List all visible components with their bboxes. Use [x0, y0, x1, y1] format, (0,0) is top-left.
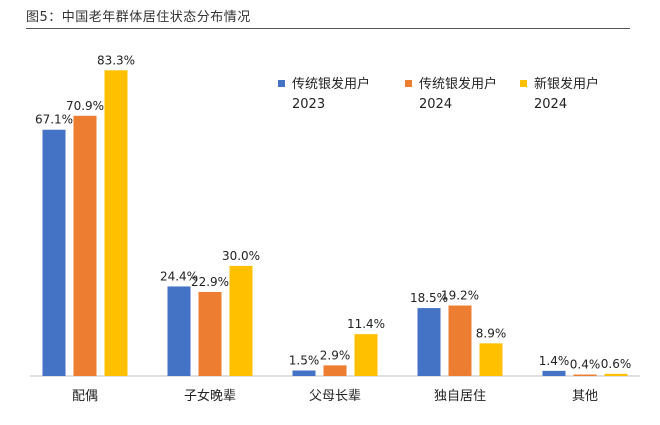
category-label-子女晚辈: 子女晚辈 — [184, 388, 236, 404]
legend-swatch-新银发用户2024 — [520, 80, 527, 87]
data-label-配偶-新银发用户2024: 83.3% — [97, 53, 135, 67]
bar-父母长辈-新银发用户2024 — [354, 334, 378, 376]
category-label-独自居住: 独自居住 — [434, 389, 486, 404]
data-label-独自居住-新银发用户2024: 8.9% — [476, 326, 507, 340]
legend-swatch-传统银发用户2024 — [405, 80, 412, 87]
data-label-子女晚辈-传统银发用户2024: 22.9% — [191, 275, 229, 289]
category-label-配偶: 配偶 — [72, 389, 98, 404]
data-label-父母长辈-传统银发用户2024: 2.9% — [320, 348, 351, 362]
legend-text-新银发用户2024-1: 2024 — [534, 97, 567, 112]
data-label-配偶-传统银发用户2024: 70.9% — [66, 99, 104, 113]
legend-swatch-传统银发用户2023 — [278, 80, 285, 87]
bar-独自居住-传统银发用户2024 — [448, 305, 472, 376]
bar-配偶-传统银发用户2023 — [42, 129, 66, 376]
data-label-父母长辈-新银发用户2024: 11.4% — [347, 317, 385, 331]
data-label-独自居住-传统银发用户2023: 18.5% — [410, 291, 448, 305]
data-label-父母长辈-传统银发用户2023: 1.5% — [289, 353, 320, 367]
bar-子女晚辈-传统银发用户2023 — [167, 286, 191, 376]
legend-text-传统银发用户2024-1: 2024 — [419, 97, 452, 112]
bar-其他-新银发用户2024 — [604, 373, 628, 376]
title-divider — [26, 28, 630, 29]
bar-其他-传统银发用户2023 — [542, 370, 566, 376]
bar-其他-传统银发用户2024 — [573, 374, 597, 376]
bar-父母长辈-传统银发用户2023 — [292, 370, 316, 376]
bar-配偶-传统银发用户2024 — [73, 115, 97, 376]
data-label-其他-传统银发用户2023: 1.4% — [539, 354, 570, 368]
legend-text-传统银发用户2024-0: 传统银发用户 — [419, 76, 497, 92]
bar-子女晚辈-新银发用户2024 — [229, 265, 253, 376]
data-label-子女晚辈-传统银发用户2023: 24.4% — [160, 269, 198, 283]
data-label-子女晚辈-新银发用户2024: 30.0% — [222, 249, 260, 263]
bar-独自居住-传统银发用户2023 — [417, 308, 441, 376]
figure-title: 图5：中国老年群体居住状态分布情况 — [26, 10, 251, 25]
data-label-其他-传统银发用户2024: 0.4% — [570, 358, 601, 372]
category-label-其他: 其他 — [572, 389, 598, 404]
data-label-独自居住-传统银发用户2024: 19.2% — [441, 289, 479, 303]
category-label-父母长辈: 父母长辈 — [309, 389, 361, 404]
bar-子女晚辈-传统银发用户2024 — [198, 291, 222, 376]
data-label-配偶-传统银发用户2023: 67.1% — [35, 113, 73, 127]
legend-text-传统银发用户2023-1: 2023 — [292, 97, 325, 112]
data-label-其他-新银发用户2024: 0.6% — [601, 357, 632, 371]
bar-配偶-新银发用户2024 — [104, 70, 128, 376]
legend-text-新银发用户2024-0: 新银发用户 — [534, 76, 599, 92]
bar-独自居住-新银发用户2024 — [479, 343, 503, 376]
legend-text-传统银发用户2023-0: 传统银发用户 — [292, 76, 370, 92]
bar-父母长辈-传统银发用户2024 — [323, 365, 347, 376]
